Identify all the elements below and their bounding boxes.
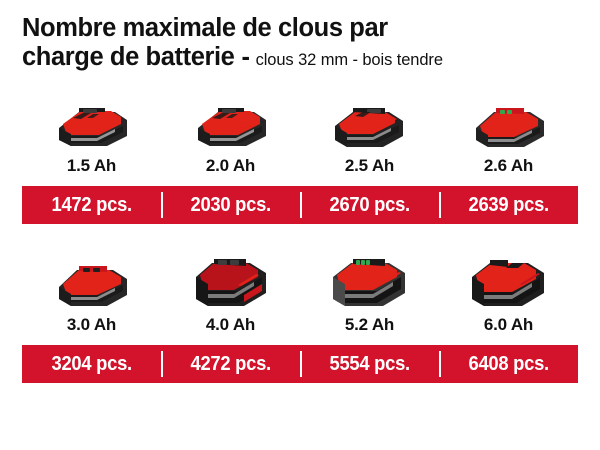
page-title-line-1: Nombre maximale de clous par xyxy=(22,14,388,42)
battery-label: 2.6 Ah xyxy=(483,156,534,175)
page-title-line-2: charge de batterie - clous 32 mm - bois … xyxy=(22,43,582,75)
battery-row-2-section: 3.0 Ah xyxy=(0,255,600,335)
value-cell: 2639 pcs. xyxy=(439,186,578,224)
battery-pack-slim-icon xyxy=(327,96,413,152)
battery-cell-2.0ah: 2.0 Ah xyxy=(161,96,300,176)
battery-pack-bulk-icon xyxy=(325,255,415,311)
value-text: 1472 pcs. xyxy=(51,193,132,216)
value-cell: 4272 pcs. xyxy=(161,345,300,383)
battery-pack-slim-icon xyxy=(49,96,135,152)
battery-label: 4.0 Ah xyxy=(205,315,256,334)
battery-cell-5.2ah: 5.2 Ah xyxy=(300,255,439,335)
title-dash: - xyxy=(241,43,250,71)
battery-row-1-section: 1.5 Ah xyxy=(0,96,600,176)
value-cell: 5554 pcs. xyxy=(300,345,439,383)
battery-cell-4.0ah: 4.0 Ah xyxy=(161,255,300,335)
page-subtitle: clous 32 mm - bois tendre xyxy=(255,51,443,69)
battery-cell-1.5ah: 1.5 Ah xyxy=(22,96,161,176)
battery-label: 6.0 Ah xyxy=(483,315,534,334)
battery-label: 5.2 Ah xyxy=(344,315,395,334)
battery-label: 3.0 Ah xyxy=(66,315,117,334)
battery-label: 2.0 Ah xyxy=(205,156,256,175)
value-bar-row-1: 1472 pcs. 2030 pcs. 2670 pcs. 2639 pcs. xyxy=(22,186,578,224)
value-cell: 2030 pcs. xyxy=(161,186,300,224)
battery-cell-2.6ah: 2.6 Ah xyxy=(439,96,578,176)
battery-row-2: 3.0 Ah xyxy=(22,255,578,335)
page-title-line-2-text: charge de batterie xyxy=(22,43,235,71)
value-cell: 2670 pcs. xyxy=(300,186,439,224)
value-bar-row-2: 3204 pcs. 4272 pcs. 5554 pcs. 6408 pcs. xyxy=(22,345,578,383)
battery-pack-bulk-icon xyxy=(188,255,274,311)
value-text: 4272 pcs. xyxy=(190,352,271,375)
battery-pack-slim-icon xyxy=(49,255,135,311)
battery-cell-3.0ah: 3.0 Ah xyxy=(22,255,161,335)
value-text: 3204 pcs. xyxy=(51,352,132,375)
value-text: 2030 pcs. xyxy=(190,193,271,216)
battery-row-1: 1.5 Ah xyxy=(22,96,578,176)
battery-pack-bulk-icon xyxy=(464,255,554,311)
value-text: 2639 pcs. xyxy=(468,193,549,216)
page-header: Nombre maximale de clous par charge de b… xyxy=(22,14,582,75)
battery-cell-6.0ah: 6.0 Ah xyxy=(439,255,578,335)
battery-pack-slim-icon xyxy=(466,96,552,152)
value-text: 5554 pcs. xyxy=(329,352,410,375)
value-cell: 3204 pcs. xyxy=(22,345,161,383)
value-cell: 1472 pcs. xyxy=(22,186,161,224)
battery-cell-2.5ah: 2.5 Ah xyxy=(300,96,439,176)
value-text: 2670 pcs. xyxy=(329,193,410,216)
battery-label: 2.5 Ah xyxy=(344,156,395,175)
value-text: 6408 pcs. xyxy=(468,352,549,375)
battery-label: 1.5 Ah xyxy=(66,156,117,175)
battery-pack-slim-icon xyxy=(188,96,274,152)
value-cell: 6408 pcs. xyxy=(439,345,578,383)
